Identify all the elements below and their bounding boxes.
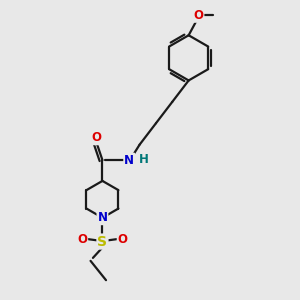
Text: O: O: [91, 131, 101, 144]
Text: N: N: [124, 154, 134, 166]
Text: N: N: [98, 211, 107, 224]
Text: O: O: [194, 9, 203, 22]
Text: H: H: [139, 153, 148, 166]
Text: O: O: [77, 233, 87, 246]
Text: O: O: [118, 233, 128, 246]
Text: S: S: [98, 235, 107, 248]
